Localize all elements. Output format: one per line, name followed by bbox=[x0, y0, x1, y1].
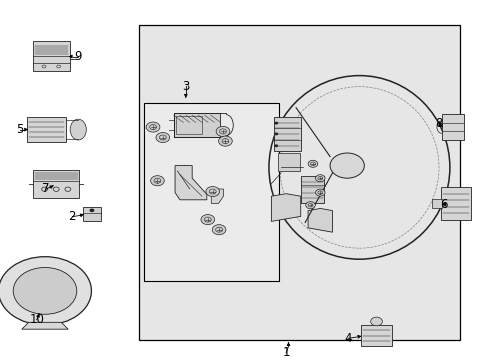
Circle shape bbox=[218, 136, 232, 146]
Bar bbox=[176, 116, 201, 134]
Polygon shape bbox=[175, 166, 206, 200]
Polygon shape bbox=[211, 189, 223, 203]
Text: 2: 2 bbox=[68, 210, 76, 223]
Ellipse shape bbox=[70, 119, 86, 140]
Circle shape bbox=[0, 257, 91, 325]
Text: 5: 5 bbox=[16, 123, 23, 136]
Circle shape bbox=[205, 186, 219, 197]
Bar bbox=[173, 113, 220, 137]
Bar bbox=[441, 114, 463, 140]
Circle shape bbox=[216, 126, 229, 136]
Circle shape bbox=[13, 267, 77, 314]
Circle shape bbox=[274, 144, 278, 147]
Bar bbox=[277, 153, 299, 171]
Text: 3: 3 bbox=[182, 80, 189, 93]
Circle shape bbox=[212, 225, 225, 235]
Circle shape bbox=[89, 208, 94, 212]
Circle shape bbox=[201, 215, 214, 225]
Circle shape bbox=[305, 202, 315, 209]
Bar bbox=[144, 103, 278, 281]
Text: 6: 6 bbox=[439, 198, 447, 211]
Bar bbox=[300, 176, 324, 203]
Circle shape bbox=[329, 153, 364, 178]
Bar bbox=[273, 117, 300, 151]
Circle shape bbox=[274, 122, 278, 125]
Bar bbox=[361, 325, 391, 346]
Text: 9: 9 bbox=[74, 50, 82, 63]
Text: 4: 4 bbox=[344, 332, 351, 345]
Circle shape bbox=[315, 189, 325, 196]
Bar bbox=[33, 170, 80, 198]
Text: 1: 1 bbox=[282, 346, 289, 359]
Text: 7: 7 bbox=[42, 183, 50, 195]
Bar bbox=[27, 117, 66, 142]
Circle shape bbox=[150, 176, 164, 186]
Polygon shape bbox=[307, 208, 332, 232]
Circle shape bbox=[307, 160, 317, 167]
Bar bbox=[82, 207, 101, 221]
Circle shape bbox=[274, 132, 278, 135]
Bar bbox=[431, 198, 441, 208]
Text: 10: 10 bbox=[29, 313, 44, 326]
Circle shape bbox=[315, 175, 325, 182]
Text: 8: 8 bbox=[434, 117, 442, 130]
Polygon shape bbox=[21, 322, 68, 329]
Bar bbox=[33, 41, 70, 71]
Bar bbox=[440, 187, 470, 220]
Circle shape bbox=[146, 122, 160, 132]
Polygon shape bbox=[271, 194, 300, 221]
Circle shape bbox=[370, 317, 382, 326]
Circle shape bbox=[156, 132, 169, 143]
Bar bbox=[139, 25, 459, 340]
